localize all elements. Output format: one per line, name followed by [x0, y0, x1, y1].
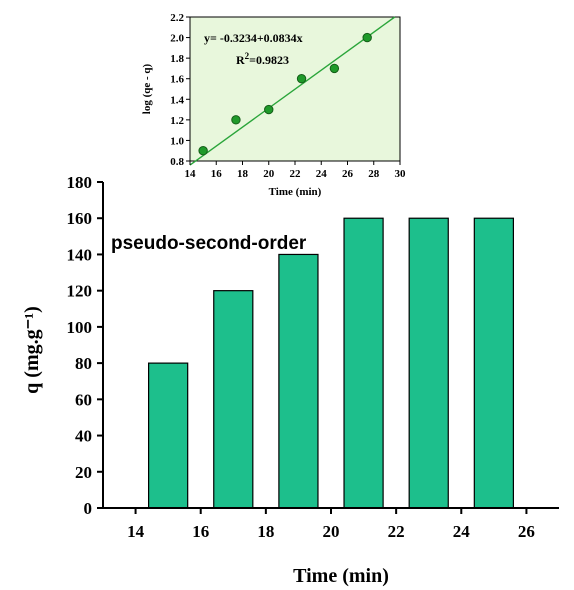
main-y-tick-label: 40: [75, 427, 92, 446]
inset-point-4: [329, 63, 340, 74]
inset-x-tick-label: 16: [211, 168, 223, 180]
inset-point-2: [264, 104, 274, 115]
bar-21: [343, 217, 384, 509]
inset-y-tick-label: 2.2: [170, 12, 184, 24]
inset-x-tick-label: 20: [263, 168, 275, 180]
inset-x-tick-label: 18: [237, 168, 249, 180]
main-x-tick-label: 16: [192, 522, 209, 541]
inset-y-tick-label: 2.0: [170, 33, 184, 45]
inset-r2-label: R: [236, 53, 245, 67]
main-bars: [148, 217, 515, 509]
inset-y-tick-label: 0.8: [170, 156, 184, 168]
main-y-tick-label: 60: [75, 390, 92, 409]
inset-equation: y= -0.3234+0.0834x: [204, 31, 303, 45]
main-y-tick-label: 120: [67, 282, 93, 301]
main-y-axis-title: q (mg.g⁻¹): [21, 306, 43, 394]
bar-23: [408, 217, 449, 509]
inset-point-0: [198, 146, 208, 156]
inset-fit-line: [189, 16, 396, 166]
inset-fit-layer: [189, 16, 396, 166]
main-x-tick-label: 22: [388, 522, 405, 541]
inset-point-3: [296, 74, 307, 84]
main-x-tick-label: 20: [323, 522, 340, 541]
inset-x-tick-label: 22: [290, 168, 302, 180]
inset-x-tick-label: 26: [342, 168, 354, 180]
inset-r2-value: =0.9823: [249, 53, 289, 67]
inset-y-tick-label: 1.2: [170, 115, 184, 127]
main-x-axis-title: Time (min): [293, 565, 389, 587]
main-annotation: pseudo-second-order: [111, 233, 307, 254]
inset-y-tick-label: 1.0: [170, 135, 184, 147]
inset-x-tick-label: 14: [185, 168, 197, 180]
inset-y-axis-title: log (qe - q): [141, 63, 153, 114]
main-y-tick-label: 80: [75, 354, 92, 373]
main-x-tick-label: 26: [518, 522, 535, 541]
main-x-ticks: 14 16 18 20 22 24 26: [127, 508, 535, 541]
inset-x-ticks: 14 16 18 20 22 24 26 28 30: [185, 161, 407, 180]
inset-x-tick-label: 30: [395, 168, 407, 180]
inset-y-ticks: 0.8 1.0 1.2 1.4 1.6 1.8 2.0 2.2: [170, 12, 190, 168]
inset-y-tick-label: 1.8: [170, 53, 184, 65]
inset-r-squared: R2=0.9823: [236, 51, 289, 67]
inset-x-axis-title: Time (min): [269, 186, 322, 198]
main-y-tick-label: 160: [67, 209, 93, 228]
inset-y-tick-label: 1.4: [170, 94, 184, 106]
bar-25: [473, 217, 515, 509]
main-y-tick-label: 100: [67, 318, 93, 337]
inset-point-1: [231, 115, 241, 125]
inset-chart: 14 16 18 20 22 24 26 28 30 0.8 1.0 1.2 1.4 1.6 1.8 2.0…: [141, 12, 406, 198]
main-chart: 14 16 18 20 22 24 26 020406080100120140160180 …: [21, 173, 559, 587]
main-y-tick-label: 140: [67, 245, 93, 264]
bar-17: [213, 290, 254, 509]
inset-x-tick-label: 28: [368, 168, 380, 180]
inset-point-5: [362, 32, 372, 43]
bar-15: [148, 362, 189, 509]
main-y-tick-label: 20: [75, 463, 92, 482]
main-x-tick-label: 18: [257, 522, 274, 541]
main-y-tick-label: 0: [84, 499, 93, 518]
inset-y-tick-label: 1.6: [170, 74, 184, 86]
inset-x-tick-label: 24: [316, 168, 328, 180]
main-y-ticks: 0 20 40 60 80 100 120 140 160 180: [67, 173, 103, 518]
main-x-tick-label: 24: [453, 522, 471, 541]
inset-r2-superscript: 2: [245, 51, 250, 61]
main-y-tick-label: 180: [67, 173, 93, 192]
bar-19: [278, 253, 319, 509]
inset-points: [198, 32, 372, 156]
main-x-tick-label: 14: [127, 522, 145, 541]
